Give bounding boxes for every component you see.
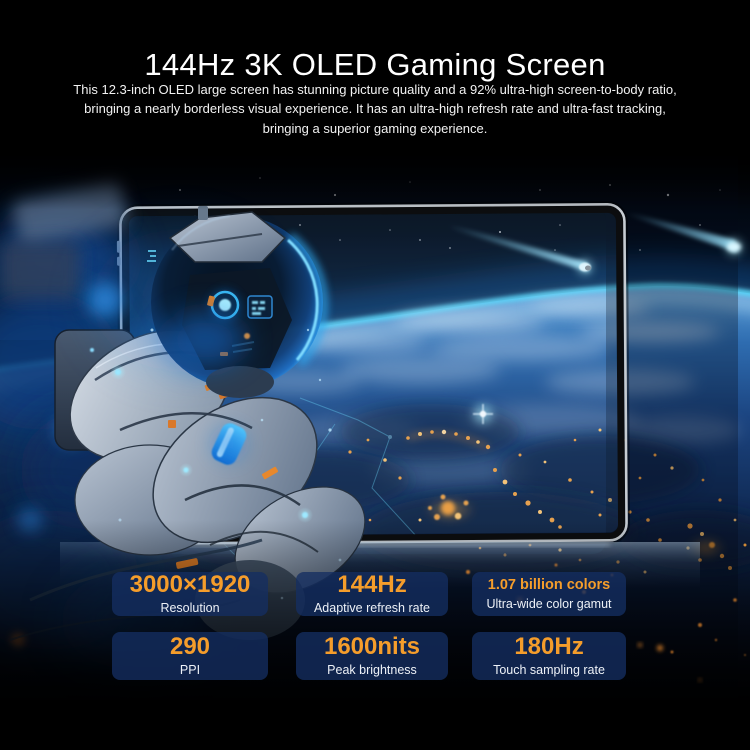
spec-label: Ultra-wide color gamut xyxy=(486,597,612,611)
spec-value: 3000×1920 xyxy=(129,571,251,599)
bottom-black xyxy=(0,700,750,750)
comet-inside-screen xyxy=(448,224,596,278)
spec-value: 290 xyxy=(169,633,211,661)
spec-card-resolution: 3000×1920 Resolution xyxy=(112,572,268,616)
description-line: This 12.3-inch OLED large screen has stu… xyxy=(73,82,677,97)
spec-card-touch-sampling: 180Hz Touch sampling rate xyxy=(472,632,626,680)
description-line: bringing a superior gaming experience. xyxy=(262,120,488,136)
spec-value: 144Hz xyxy=(337,571,407,599)
spec-card-refresh-rate: 144Hz Adaptive refresh rate xyxy=(296,572,448,616)
spec-value: 1.07 billion colors xyxy=(487,576,611,593)
spec-label: Touch sampling rate xyxy=(493,662,605,677)
spec-label: Resolution xyxy=(160,600,220,615)
spec-card-ppi: 290 PPI xyxy=(112,632,268,680)
spec-label: Adaptive refresh rate xyxy=(313,600,431,615)
page-title: 144Hz 3K OLED Gaming Screen xyxy=(144,46,606,82)
spec-label: Peak brightness xyxy=(327,662,417,677)
astronaut-helmet xyxy=(70,206,328,398)
top-fade xyxy=(0,150,750,210)
description-line: bringing a nearly borderless visual expe… xyxy=(84,101,666,117)
spec-card-color-gamut: 1.07 billion colors Ultra-wide color gam… xyxy=(472,572,626,616)
spec-card-brightness: 1600nits Peak brightness xyxy=(296,632,448,680)
spec-label: PPI xyxy=(179,662,201,677)
spec-value: 180Hz xyxy=(514,633,584,661)
flare-star xyxy=(469,400,497,428)
spec-value: 1600nits xyxy=(323,633,421,661)
page-description: This 12.3-inch OLED large screen has stu… xyxy=(0,80,750,138)
comet-outside xyxy=(627,212,746,259)
